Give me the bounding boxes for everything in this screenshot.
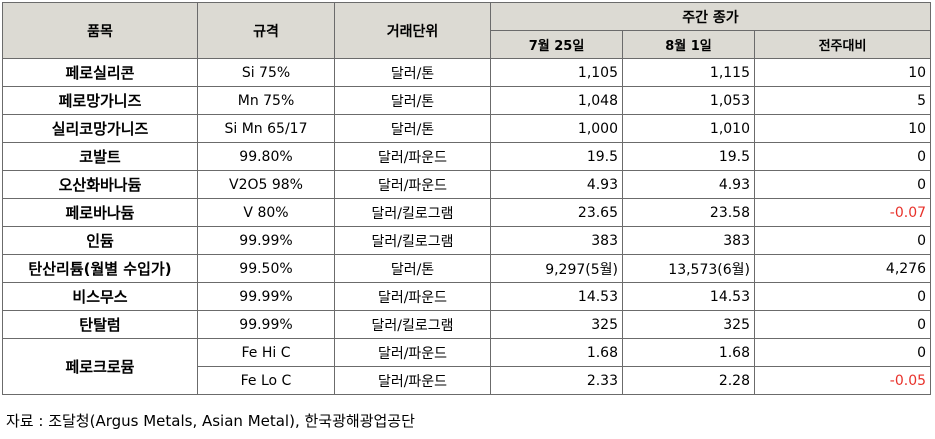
item-name: 오산화바나듐 <box>2 170 198 199</box>
item-unit: 달러/킬로그램 <box>334 226 491 255</box>
price-date-1: 19.5 <box>490 142 623 171</box>
price-change: 10 <box>753 58 932 87</box>
item-spec: Si Mn 65/17 <box>197 114 335 143</box>
item-name: 실리코망가니즈 <box>2 114 198 143</box>
price-date-2: 1.68 <box>622 338 755 367</box>
price-date-2: 1,053 <box>622 86 755 115</box>
table-row: 비스무스 99.99% 달러/파운드 14.53 14.53 0 <box>2 282 932 311</box>
price-date-2: 14.53 <box>622 282 755 311</box>
price-date-2: 325 <box>622 310 755 339</box>
item-unit: 달러/톤 <box>334 254 491 283</box>
item-unit: 달러/킬로그램 <box>334 310 491 339</box>
item-name: 페로실리콘 <box>2 58 198 87</box>
source-note: 자료 : 조달청(Argus Metals, Asian Metal), 한국광… <box>6 412 415 430</box>
price-date-1: 23.65 <box>490 198 623 227</box>
price-change: 0 <box>753 226 932 255</box>
price-date-2: 1,010 <box>622 114 755 143</box>
price-change: 5 <box>753 86 932 115</box>
header-weekly-close: 주간 종가 <box>489 2 932 31</box>
item-unit: 달러/톤 <box>334 114 491 143</box>
price-date-1: 4.93 <box>490 170 623 199</box>
table-row: 오산화바나듐 V2O5 98% 달러/파운드 4.93 4.93 0 <box>2 170 932 199</box>
price-date-2: 2.28 <box>622 366 755 395</box>
price-date-2: 23.58 <box>622 198 755 227</box>
table-row: 코발트 99.80% 달러/파운드 19.5 19.5 0 <box>2 142 932 171</box>
price-date-2: 13,573(6월) <box>622 254 755 283</box>
price-change: 0 <box>753 170 932 199</box>
price-date-1: 325 <box>490 310 623 339</box>
price-date-1: 1,105 <box>490 58 623 87</box>
item-spec: Fe Hi C <box>197 338 335 367</box>
item-spec: 99.50% <box>197 254 335 283</box>
header-item: 품목 <box>2 2 198 59</box>
item-name: 인듐 <box>2 226 198 255</box>
price-change: 0 <box>753 310 932 339</box>
price-date-1: 9,297(5월) <box>490 254 623 283</box>
item-unit: 달러/파운드 <box>334 170 491 199</box>
header-unit: 거래단위 <box>334 2 491 59</box>
item-name: 페로망가니즈 <box>2 86 198 115</box>
item-spec: V2O5 98% <box>197 170 335 199</box>
price-change: 0 <box>753 142 932 171</box>
price-date-1: 1,000 <box>490 114 623 143</box>
price-date-1: 14.53 <box>490 282 623 311</box>
price-date-2: 1,115 <box>622 58 755 87</box>
item-unit: 달러/톤 <box>334 86 491 115</box>
price-date-1: 1.68 <box>490 338 623 367</box>
item-spec: 99.99% <box>197 310 335 339</box>
price-table: 품목 규격 거래단위 주간 종가 7월 25일 8월 1일 전주대비 페로실리콘… <box>2 2 932 395</box>
table-row: 페로바나듐 V 80% 달러/킬로그램 23.65 23.58 -0.07 <box>2 198 932 227</box>
header-date-1: 7월 25일 <box>490 30 623 59</box>
price-change: -0.05 <box>753 366 932 395</box>
item-name: 페로크로뮴 <box>2 338 198 395</box>
price-change: 4,276 <box>753 254 932 283</box>
price-date-2: 19.5 <box>622 142 755 171</box>
table-header: 품목 규격 거래단위 주간 종가 7월 25일 8월 1일 전주대비 <box>2 2 932 59</box>
header-spec: 규격 <box>197 2 335 59</box>
price-date-1: 2.33 <box>490 366 623 395</box>
price-change: 0 <box>753 338 932 367</box>
table-row: 인듐 99.99% 달러/킬로그램 383 383 0 <box>2 226 932 255</box>
table-row: 페로실리콘 Si 75% 달러/톤 1,105 1,115 10 <box>2 58 932 87</box>
item-spec: Fe Lo C <box>197 366 335 395</box>
item-spec: Mn 75% <box>197 86 335 115</box>
header-date-2: 8월 1일 <box>622 30 755 59</box>
item-unit: 달러/킬로그램 <box>334 198 491 227</box>
item-spec: V 80% <box>197 198 335 227</box>
item-spec: 99.80% <box>197 142 335 171</box>
price-date-2: 4.93 <box>622 170 755 199</box>
price-change: 10 <box>753 114 932 143</box>
price-change: 0 <box>753 282 932 311</box>
item-spec: 99.99% <box>197 226 335 255</box>
item-unit: 달러/파운드 <box>334 366 491 395</box>
table-row: Fe Lo C 달러/파운드 2.33 2.28 -0.05 <box>3 366 932 395</box>
price-date-2: 383 <box>622 226 755 255</box>
item-name: 비스무스 <box>2 282 198 311</box>
item-unit: 달러/파운드 <box>334 142 491 171</box>
price-date-1: 1,048 <box>490 86 623 115</box>
item-unit: 달러/파운드 <box>334 282 491 311</box>
table-row: 페로크로뮴 Fe Hi C 달러/파운드 1.68 1.68 0 <box>2 338 932 395</box>
header-change: 전주대비 <box>753 30 932 59</box>
table-row: 실리코망가니즈 Si Mn 65/17 달러/톤 1,000 1,010 10 <box>2 114 932 143</box>
item-spec: Si 75% <box>197 58 335 87</box>
item-name: 탄산리튬(월별 수입가) <box>2 254 198 283</box>
table-row: 탄탈럼 99.99% 달러/킬로그램 325 325 0 <box>2 310 932 339</box>
item-spec: 99.99% <box>197 282 335 311</box>
item-name: 탄탈럼 <box>2 310 198 339</box>
table-body: 페로실리콘 Si 75% 달러/톤 1,105 1,115 10 페로망가니즈 Mn 75% 달… <box>2 58 932 395</box>
table-row: 페로망가니즈 Mn 75% 달러/톤 1,048 1,053 5 <box>2 86 932 115</box>
price-date-1: 383 <box>490 226 623 255</box>
item-name: 페로바나듐 <box>2 198 198 227</box>
table-row: 탄산리튬(월별 수입가) 99.50% 달러/톤 9,297(5월) 13,573(6월… <box>2 254 932 283</box>
price-change: -0.07 <box>753 198 932 227</box>
item-unit: 달러/톤 <box>334 58 491 87</box>
item-name: 코발트 <box>2 142 198 171</box>
item-unit: 달러/파운드 <box>334 338 491 367</box>
